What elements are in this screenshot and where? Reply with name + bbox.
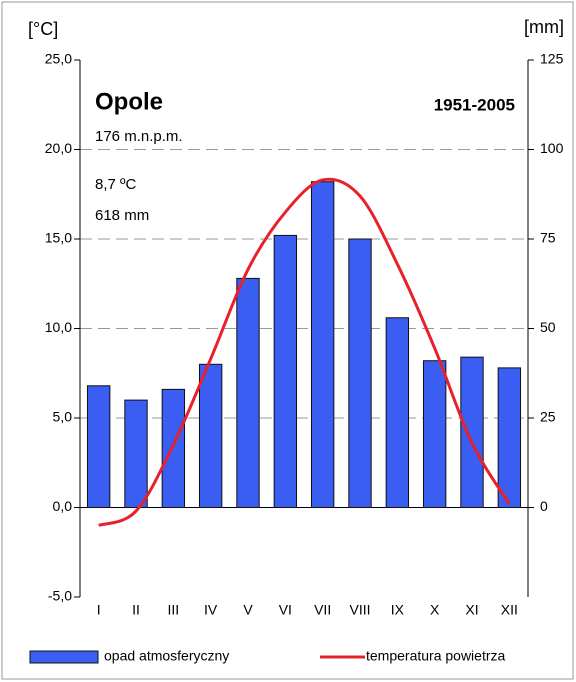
grid — [80, 149, 528, 508]
y-tick-label: 10,0 — [45, 319, 72, 335]
y2-tick-label: 75 — [540, 230, 556, 246]
bar — [348, 238, 372, 508]
x-tick-label: VII — [314, 602, 331, 618]
x-tick-label: I — [97, 602, 101, 618]
bar — [460, 356, 484, 509]
temperature-line — [98, 177, 511, 527]
x-tick-label: XI — [465, 602, 478, 618]
y-tick-label: -5,0 — [48, 588, 72, 604]
x-tick-label: VIII — [349, 602, 370, 618]
bar — [236, 277, 260, 508]
bar — [86, 385, 111, 508]
station-name: Opole — [95, 88, 163, 115]
bar — [310, 181, 335, 508]
x-tick-label: X — [430, 602, 440, 618]
y-tick-label: 25,0 — [45, 51, 72, 67]
y-tick-label: 15,0 — [45, 230, 72, 246]
y-tick-label: 20,0 — [45, 140, 72, 156]
x-tick-label: V — [243, 602, 253, 618]
x-tick-label: VI — [279, 602, 292, 618]
bar — [422, 360, 447, 508]
x-tick-label: IV — [204, 602, 218, 618]
y2-tick-label: 125 — [540, 51, 564, 67]
annual-precipitation: 618 mm — [95, 207, 149, 224]
bar — [497, 367, 522, 508]
legend-label: temperatura powietrza — [366, 648, 506, 664]
bar — [385, 317, 410, 509]
period: 1951-2005 — [434, 95, 515, 114]
altitude: 176 m.n.p.m. — [95, 128, 183, 145]
bar — [273, 234, 298, 508]
bar — [161, 388, 186, 508]
y-axis-label: [°C] — [28, 19, 58, 39]
x-tick-label: XII — [501, 602, 518, 618]
x-tick-label: II — [132, 602, 140, 618]
legend-label: opad atmosferyczny — [104, 648, 229, 664]
y2-tick-label: 50 — [540, 319, 556, 335]
y-tick-label: 5,0 — [53, 409, 73, 425]
mean-temperature: 8,7 ºC — [95, 176, 136, 193]
y2-tick-label: 25 — [540, 409, 556, 425]
bar — [124, 399, 148, 509]
bar — [198, 363, 223, 508]
y2-tick-label: 100 — [540, 140, 564, 156]
y-tick-label: 0,0 — [53, 498, 73, 514]
y2-tick-label: 0 — [540, 498, 548, 514]
y2-axis-label: [mm] — [524, 17, 564, 37]
x-tick-label: III — [167, 602, 179, 618]
x-tick-label: IX — [391, 602, 405, 618]
legend-swatch — [29, 650, 99, 664]
